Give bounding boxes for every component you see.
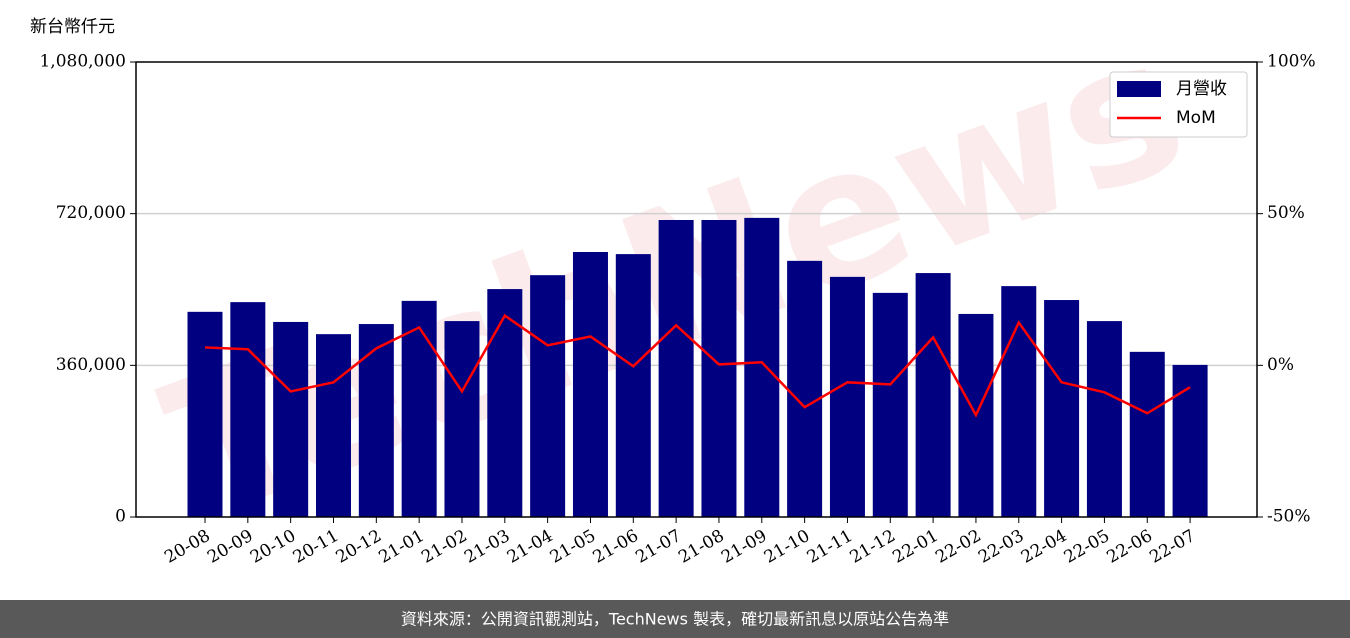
bar <box>701 219 737 517</box>
bar <box>615 254 651 517</box>
x-tick-label: 22-07 <box>1146 526 1198 568</box>
footer-bar <box>0 600 1350 638</box>
bar <box>1044 300 1080 517</box>
x-tick-label: 21-06 <box>590 526 642 568</box>
bar <box>915 273 951 517</box>
bar <box>315 334 351 517</box>
x-tick-label: 22-01 <box>889 526 941 568</box>
x-tick-label: 22-05 <box>1061 526 1113 568</box>
x-tick-label: 21-07 <box>632 526 684 568</box>
y-tick-label: 0 <box>115 507 126 527</box>
bar <box>829 276 865 517</box>
y-tick-label: 360,000 <box>56 355 126 375</box>
y-tick-label: 1,080,000 <box>39 52 126 72</box>
legend-label: MoM <box>1176 108 1216 128</box>
bar <box>358 324 394 517</box>
y2-tick-label: -50% <box>1267 507 1311 527</box>
bar <box>273 321 309 517</box>
x-tick-label: 21-03 <box>461 526 513 568</box>
x-tick-label: 21-05 <box>547 526 599 568</box>
x-tick-label: 21-09 <box>718 526 770 568</box>
bar <box>1172 364 1208 517</box>
legend-swatch <box>1117 81 1161 97</box>
y-tick-label: 720,000 <box>56 203 126 223</box>
y2-tick-label: 0% <box>1267 355 1294 375</box>
footer-text: 資料來源：公開資訊觀測站，TechNews 製表，確切最新訊息以原站公告為準 <box>401 610 949 629</box>
plot-frame <box>135 61 1258 518</box>
line <box>204 313 1191 418</box>
x-tick-label: 20-08 <box>161 526 213 568</box>
x-tick-label: 21-10 <box>761 526 813 568</box>
x-tick-label: 21-12 <box>847 526 899 568</box>
y2-tick-label: 50% <box>1267 203 1305 223</box>
x-tick-label: 21-08 <box>675 526 727 568</box>
bar <box>401 300 437 517</box>
bar <box>444 321 480 517</box>
x-tick-label: 21-04 <box>504 526 556 568</box>
bar <box>530 275 566 517</box>
bar <box>872 292 908 517</box>
x-tick-label: 22-06 <box>1104 526 1156 568</box>
bar <box>787 260 823 517</box>
bar <box>1129 351 1165 517</box>
bar <box>230 302 266 517</box>
bar <box>1086 321 1122 517</box>
y2-tick-label: 100% <box>1267 52 1316 72</box>
y-axis-label: 新台幣仟元 <box>30 17 115 37</box>
bar <box>187 311 223 517</box>
x-tick-label: 21-01 <box>375 526 427 568</box>
x-tick-label: 21-11 <box>804 526 856 568</box>
x-tick-label: 22-04 <box>1018 526 1070 568</box>
x-tick-label: 22-03 <box>975 526 1027 568</box>
x-tick-label: 22-02 <box>932 526 984 568</box>
legend-label: 月營收 <box>1176 79 1227 99</box>
x-tick-label: 21-02 <box>418 526 470 568</box>
bar <box>487 289 523 517</box>
x-tick-label: 20-12 <box>333 526 385 568</box>
bar <box>744 217 780 517</box>
bar <box>658 219 694 517</box>
bar <box>572 252 608 517</box>
